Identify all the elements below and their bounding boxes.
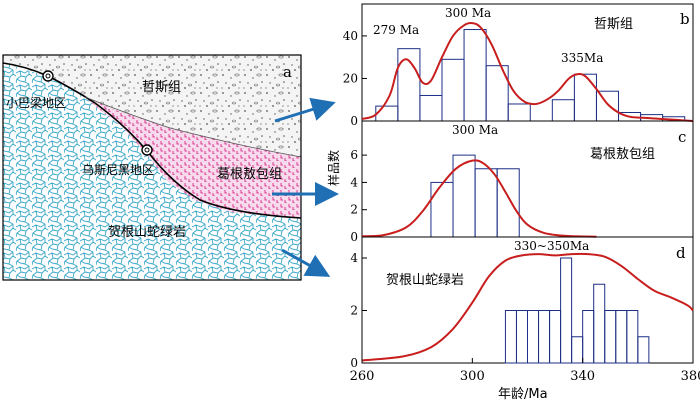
map-label-zhesi: 哲斯组 (142, 80, 181, 95)
panel-d-bar-9 (604, 310, 617, 364)
panel-b-bars (375, 29, 686, 122)
geologic-map: a 哲斯组 葛根敖包组 贺根山蛇绿岩 小巴梁地区 乌斯尼黑地区 (2, 54, 302, 281)
panel-d-ytick-label-2: 2 (350, 304, 358, 318)
panel-b-ytick-label-20: 20 (343, 71, 358, 85)
y-axis-title: 样品数 (326, 150, 341, 186)
map-border (2, 54, 302, 281)
panel-d-label: d (676, 244, 686, 262)
panel-b-ytick-label-0: 0 (350, 114, 358, 128)
panel-d-density-curve (361, 252, 694, 362)
arrow-to-panel-d (281, 248, 331, 277)
panel-d-bar-5 (560, 257, 573, 364)
zhesi-formation-area (3, 55, 301, 157)
x-tick-label-260: 260 (350, 369, 375, 384)
panel-b-peak-279: 279 Ma (373, 23, 419, 37)
panel-d-bar-4 (549, 310, 562, 364)
panel-c-unit: 葛根敖包组 (590, 146, 655, 162)
locality-marker-1 (42, 70, 54, 82)
panel-d-bar-8 (593, 283, 606, 364)
panel-d-bars (504, 257, 650, 364)
x-tick-label-300: 300 (460, 369, 485, 384)
panel-b-unit: 哲斯组 (594, 17, 633, 32)
locality-label-1: 小巴梁地区 (6, 95, 66, 110)
panel-c-ytick-label-0: 0 (350, 230, 358, 244)
x-tick-label-340: 340 (570, 369, 595, 384)
panel-d-unit: 贺根山蛇绿岩 (386, 273, 464, 288)
gegenao-formation-area (85, 97, 301, 218)
panel-d-bar-12 (637, 336, 650, 364)
panel-c-bars (430, 154, 520, 238)
panel-d-peak-330-350: 330~350Ma (514, 239, 589, 253)
panel-c-bar-0 (430, 181, 454, 238)
x-tick-label-380: 380 (681, 369, 700, 384)
arrow-to-panel-b (274, 97, 336, 123)
panel-c-peak-300: 300 Ma (452, 123, 498, 137)
formation-contact (84, 96, 302, 158)
locality-marker-2 (141, 144, 153, 156)
panel-b-peak-335: 335Ma (561, 51, 603, 65)
panel-b-bar-1 (397, 48, 421, 122)
panel-d-bar-7 (582, 310, 595, 364)
panel-d-bar-2 (527, 310, 540, 364)
panel-d-bar-6 (571, 336, 584, 364)
panel-c-yticks: 0 2 4 6 (350, 148, 367, 244)
panel-c-ytick-label-2: 2 (350, 203, 358, 217)
panel-d-bar-10 (615, 310, 628, 364)
panel-c-density-curve (361, 159, 597, 238)
panel-b-label: b (680, 10, 690, 28)
panel-b-bar-0 (375, 105, 399, 122)
map-panel-label: a (283, 63, 292, 81)
panel-b-bar-2 (419, 94, 443, 122)
panel-b-yticks: 0 20 40 (343, 29, 367, 128)
x-axis-title: 年龄/Ma (498, 387, 548, 402)
histogram-panel-b: 0 20 40 b 哲斯组 279 Ma 300 Ma 335Ma (343, 3, 694, 128)
panel-d-yticks: 0 2 4 (350, 251, 367, 370)
panel-b-ytick-label-40: 40 (343, 29, 358, 43)
panel-c-bar-2 (474, 168, 498, 238)
panel-c-bar-3 (496, 168, 520, 238)
map-label-ophiolite: 贺根山蛇绿岩 (108, 225, 186, 240)
histogram-panel-d: 0 2 4 d 贺根山蛇绿岩 330~350Ma (350, 236, 694, 370)
panel-d-bar-11 (626, 310, 639, 364)
panel-b-bar-9 (573, 73, 597, 122)
panel-c-ytick-label-6: 6 (350, 148, 358, 162)
panel-d-bar-1 (515, 310, 529, 364)
panel-b-bar-4 (463, 29, 487, 122)
map-label-gegenao: 葛根敖包组 (217, 166, 282, 182)
panel-b-peak-300: 300 Ma (445, 6, 491, 20)
panel-c-ytick-label-4: 4 (350, 175, 358, 189)
panel-b-bar-10 (595, 90, 620, 122)
panel-b-density-curve (361, 22, 694, 122)
histogram-panel-c: 0 2 4 6 c 葛根敖包组 300 Ma (350, 120, 694, 244)
locality-label-2: 乌斯尼黑地区 (82, 162, 154, 177)
x-axis: 260 300 340 380 (350, 358, 700, 384)
panel-d-ytick-label-4: 4 (350, 251, 358, 265)
panel-d-bar-0 (504, 310, 517, 364)
panel-c-frame (361, 120, 694, 238)
panel-d-bar-3 (538, 310, 551, 364)
panel-b-bar-3 (441, 58, 465, 122)
panel-b-bar-6 (507, 103, 531, 122)
panel-d-ytick-label-0: 0 (350, 356, 358, 370)
panel-b-bar-8 (551, 99, 575, 122)
panel-c-label: c (678, 128, 686, 146)
